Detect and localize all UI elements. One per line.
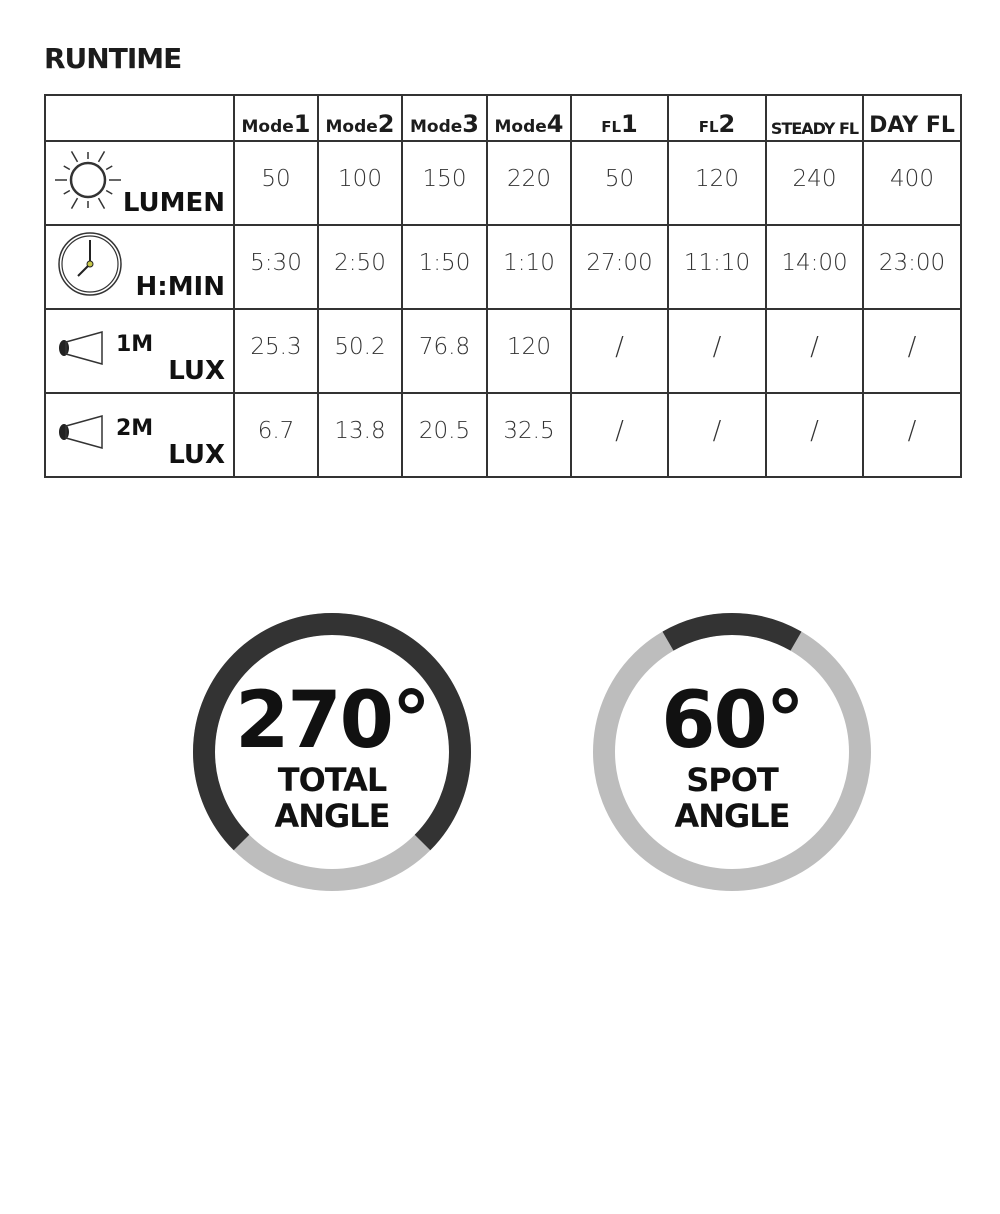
table-cell: /: [667, 308, 767, 394]
column-header-number: 1: [621, 110, 638, 138]
clock-icon: [58, 232, 122, 296]
column-header: STEADY FL: [765, 94, 864, 142]
row-distance: 2M: [116, 416, 154, 441]
column-header-number: 2: [377, 110, 395, 138]
table-cell: 1:10: [486, 224, 572, 310]
table-cell: 2:50: [317, 224, 403, 310]
row-header: H:MIN: [44, 224, 235, 310]
row-distance: 1M: [116, 332, 154, 357]
gauge-value: 270°: [235, 676, 431, 766]
row-header: LUX 2M: [44, 392, 235, 478]
row-label: H:MIN: [135, 272, 225, 302]
column-header-prefix: Mode: [494, 117, 547, 137]
table-cell: 150: [401, 140, 488, 226]
table-row: LUX 1M 25.3 50.2 76.8 120// / /: [44, 308, 962, 394]
gauge-arc: [662, 613, 802, 651]
angle-gauge: [593, 613, 871, 891]
table-cell: /: [765, 392, 864, 478]
gauge-label: 270° TOTAL ANGLE: [212, 680, 452, 834]
table-cell: 240: [765, 140, 864, 226]
table-row: LUX 2M 6.7 13.8 20.5 32.5// / /: [44, 392, 962, 478]
table-cell: 120: [667, 140, 767, 226]
gauge-label: 60° SPOT ANGLE: [612, 680, 852, 834]
table-cell: 120: [486, 308, 572, 394]
table-cell: 100: [317, 140, 403, 226]
column-header-number: 4: [546, 110, 564, 138]
column-header-number: 1: [293, 110, 311, 138]
column-header-prefix: Mode: [241, 117, 294, 137]
table-cell: 50: [233, 140, 319, 226]
runtime-table: Mode1 Mode2 Mode3 Mode4 FL1 FL2 STEADY FL DAY F…: [44, 94, 962, 478]
table-cell: 6.7: [233, 392, 319, 478]
table-cell: /: [862, 392, 962, 478]
table-cell: 20.5: [401, 392, 488, 478]
column-header: Mode2: [317, 94, 403, 142]
table-row: LUMEN 50 100 150 220 50 120 240 400: [44, 140, 962, 226]
table-cell: 32.5: [486, 392, 572, 478]
table-cell: 220: [486, 140, 572, 226]
column-header-number: 3: [462, 110, 479, 138]
column-header-prefix: FL: [698, 118, 719, 136]
section-title: RUNTIME: [44, 42, 182, 75]
row-label: LUX: [168, 356, 225, 386]
table-cell: 14:00: [765, 224, 864, 310]
table-cell: 76.8: [401, 308, 488, 394]
table-cell: /: [570, 392, 669, 478]
gauge-caption: ANGLE: [274, 797, 390, 835]
corner-cell: [44, 94, 235, 142]
table-cell: 25.3: [233, 308, 319, 394]
column-header: DAY FL: [862, 94, 962, 142]
gauge-caption: SPOT: [686, 761, 779, 799]
sun-icon: [55, 151, 121, 209]
column-header-number: 2: [718, 110, 736, 138]
table-cell: 13.8: [317, 392, 403, 478]
flashlight-beam-icon: [59, 331, 103, 365]
table-cell: /: [570, 308, 669, 394]
flashlight-beam-icon: [59, 415, 103, 449]
gauge-caption: TOTAL: [277, 761, 388, 799]
gauge-arc: [193, 613, 471, 851]
table-cell: 50: [570, 140, 669, 226]
column-header-label: DAY FL: [869, 113, 955, 138]
table-row: H:MIN 5:30 2:50 1:50 1:10 27:00 11:10 14:00 23:0…: [44, 224, 962, 310]
column-header-prefix: Mode: [410, 117, 463, 137]
row-header: LUX 1M: [44, 308, 235, 394]
table-cell: 23:00: [862, 224, 962, 310]
table-cell: /: [765, 308, 864, 394]
column-header: Mode4: [486, 94, 572, 142]
angle-gauge: [193, 613, 471, 891]
table-cell: 400: [862, 140, 962, 226]
gauge-caption: ANGLE: [674, 797, 790, 835]
column-header: FL2: [667, 94, 767, 142]
row-header: LUMEN: [44, 140, 235, 226]
row-label: LUMEN: [122, 188, 225, 218]
column-header-prefix: FL: [601, 118, 622, 136]
table-cell: /: [667, 392, 767, 478]
column-header-prefix: Mode: [325, 117, 378, 137]
table-cell: 27:00: [570, 224, 669, 310]
gauge-value: 60°: [661, 676, 805, 766]
table-cell: 5:30: [233, 224, 319, 310]
column-header: FL1: [570, 94, 669, 142]
column-header: Mode1: [233, 94, 319, 142]
column-header-label: STEADY FL: [770, 119, 859, 138]
table-cell: 1:50: [401, 224, 488, 310]
row-label: LUX: [168, 440, 225, 470]
column-header: Mode3: [401, 94, 488, 142]
table-cell: /: [862, 308, 962, 394]
table-cell: 50.2: [317, 308, 403, 394]
table-cell: 11:10: [667, 224, 767, 310]
